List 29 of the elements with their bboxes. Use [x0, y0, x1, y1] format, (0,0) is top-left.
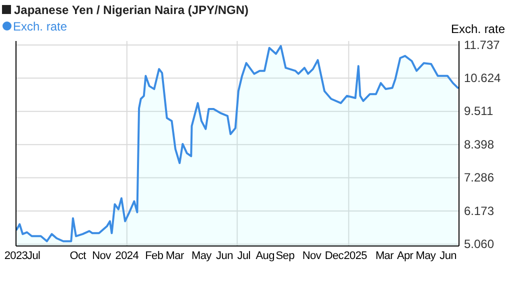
y-axis-title: Exch. rate	[450, 22, 506, 36]
x-tick-label: Dec	[324, 250, 344, 262]
y-tick-label: 7.286	[464, 170, 494, 185]
x-tick-label: Jun	[216, 250, 234, 262]
x-tick-label: 2023	[4, 250, 28, 262]
x-tick-label: 2025	[344, 250, 368, 262]
x-tick-label: Mar	[375, 250, 394, 262]
legend-label: Exch. rate	[13, 20, 68, 34]
x-tick-label: Mar	[166, 250, 184, 262]
x-tick-label: Apr	[396, 250, 414, 262]
x-tick-label: Jun	[440, 250, 457, 262]
x-tick-label: Nov	[302, 250, 322, 262]
x-tick-label: 2024	[115, 250, 139, 262]
chart-title: Japanese Yen / Nigerian Naira (JPY/NGN)	[14, 3, 249, 17]
x-tick-label: Nov	[92, 250, 112, 262]
x-tick-label: Aug	[256, 250, 275, 262]
y-tick-label: 11.737	[464, 38, 500, 52]
y-tick-label: 6.173	[464, 204, 494, 218]
x-tick-label: Jul	[26, 250, 40, 262]
x-tick-label: Jul	[237, 250, 250, 262]
y-tick-label: 8.398	[464, 137, 494, 152]
y-tick-label: 5.060	[464, 237, 494, 252]
x-tick-label: May	[191, 250, 212, 262]
x-tick-label: Oct	[70, 250, 86, 262]
y-tick-label: 10.624	[464, 71, 502, 86]
y-tick-label: 9.511	[464, 104, 494, 118]
x-tick-label: May	[416, 250, 436, 262]
x-tick-label: Sep	[276, 250, 295, 262]
x-tick-label: Feb	[145, 250, 164, 262]
